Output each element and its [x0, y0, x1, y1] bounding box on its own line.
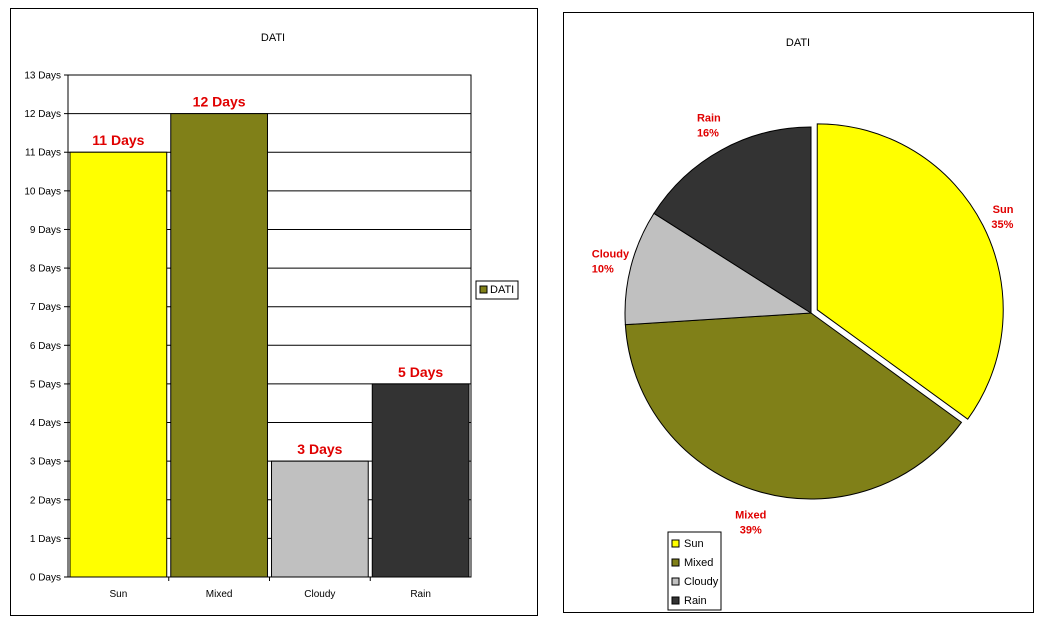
y-tick-label: 3 Days — [30, 457, 61, 468]
y-tick-label: 12 Days — [24, 109, 61, 120]
bar-mixed — [170, 113, 268, 578]
pie-label-percent: 39% — [740, 524, 762, 536]
bar-legend-label: DATI — [490, 284, 514, 296]
pie-slice-sun — [816, 123, 1004, 420]
bar-data-label: 5 Days — [398, 364, 443, 380]
y-tick-label: 1 Days — [30, 534, 61, 545]
pie-legend-label: Sun — [684, 538, 704, 550]
y-tick-label: 13 Days — [24, 71, 61, 82]
y-tick-label: 0 Days — [30, 573, 61, 584]
y-tick-label: 4 Days — [30, 418, 61, 429]
pie-slice-mixed — [624, 312, 963, 500]
y-tick-label: 11 Days — [25, 148, 61, 159]
bar-sun — [69, 151, 168, 578]
pie-legend-swatch-sun — [671, 539, 680, 548]
bar-data-label: 12 Days — [193, 94, 246, 110]
pie-legend-swatch-rain — [671, 596, 680, 605]
pie-chart-title: DATI — [786, 37, 810, 49]
x-tick-label: Cloudy — [304, 589, 335, 600]
bar-legend-swatch — [479, 285, 488, 294]
pie-chart-panel: DATI Sun 35% Mixed 39% Cloudy 10% Rain 16% Sun M… — [563, 12, 1034, 613]
pie-legend-swatch-mixed — [671, 558, 680, 567]
bar-rain — [371, 383, 470, 578]
pie-label-name: Mixed — [735, 509, 766, 521]
bar-chart-title: DATI — [261, 32, 285, 44]
pie-label-name: Rain — [697, 113, 721, 125]
pie-legend: Sun Mixed Cloudy Rain — [667, 531, 722, 611]
bar-data-label: 3 Days — [297, 441, 342, 457]
bar-chart-panel: DATI 0 Days 1 Days 2 Days 3 Days 4 Days 5 Day… — [10, 8, 538, 616]
bar-cloudy — [271, 460, 369, 578]
y-tick-label: 9 Days — [30, 225, 61, 236]
pie-slice-rain — [653, 126, 812, 314]
pie-legend-label: Mixed — [684, 557, 713, 569]
pie-legend-label: Cloudy — [684, 576, 719, 588]
y-tick-label: 10 Days — [24, 186, 61, 197]
y-tick-label: 8 Days — [30, 264, 61, 275]
y-tick-label: 6 Days — [30, 341, 61, 352]
pie-label-percent: 16% — [697, 128, 719, 140]
pie-legend-swatch-cloudy — [671, 577, 680, 586]
pie-label-percent: 35% — [991, 219, 1013, 231]
pie-label-name: Sun — [993, 204, 1014, 216]
bar-legend: DATI — [475, 280, 519, 300]
y-tick-label: 5 Days — [30, 379, 61, 390]
pie-slice-cloudy — [624, 212, 813, 326]
pie-legend-label: Rain — [684, 595, 707, 607]
pie-label-name: Cloudy — [592, 248, 630, 260]
pie-label-percent: 10% — [592, 263, 614, 275]
x-tick-label: Rain — [410, 589, 431, 600]
bar-chart: DATI 0 Days 1 Days 2 Days 3 Days 4 Days 5 Day… — [24, 32, 519, 600]
x-tick-label: Sun — [109, 589, 127, 600]
x-tick-label: Mixed — [206, 589, 233, 600]
pie-chart: DATI Sun 35% Mixed 39% Cloudy 10% Rain 16% Sun M… — [592, 37, 1014, 611]
y-tick-label: 7 Days — [30, 302, 61, 313]
bar-data-label: 11 Days — [92, 132, 144, 148]
y-tick-label: 2 Days — [30, 495, 61, 506]
